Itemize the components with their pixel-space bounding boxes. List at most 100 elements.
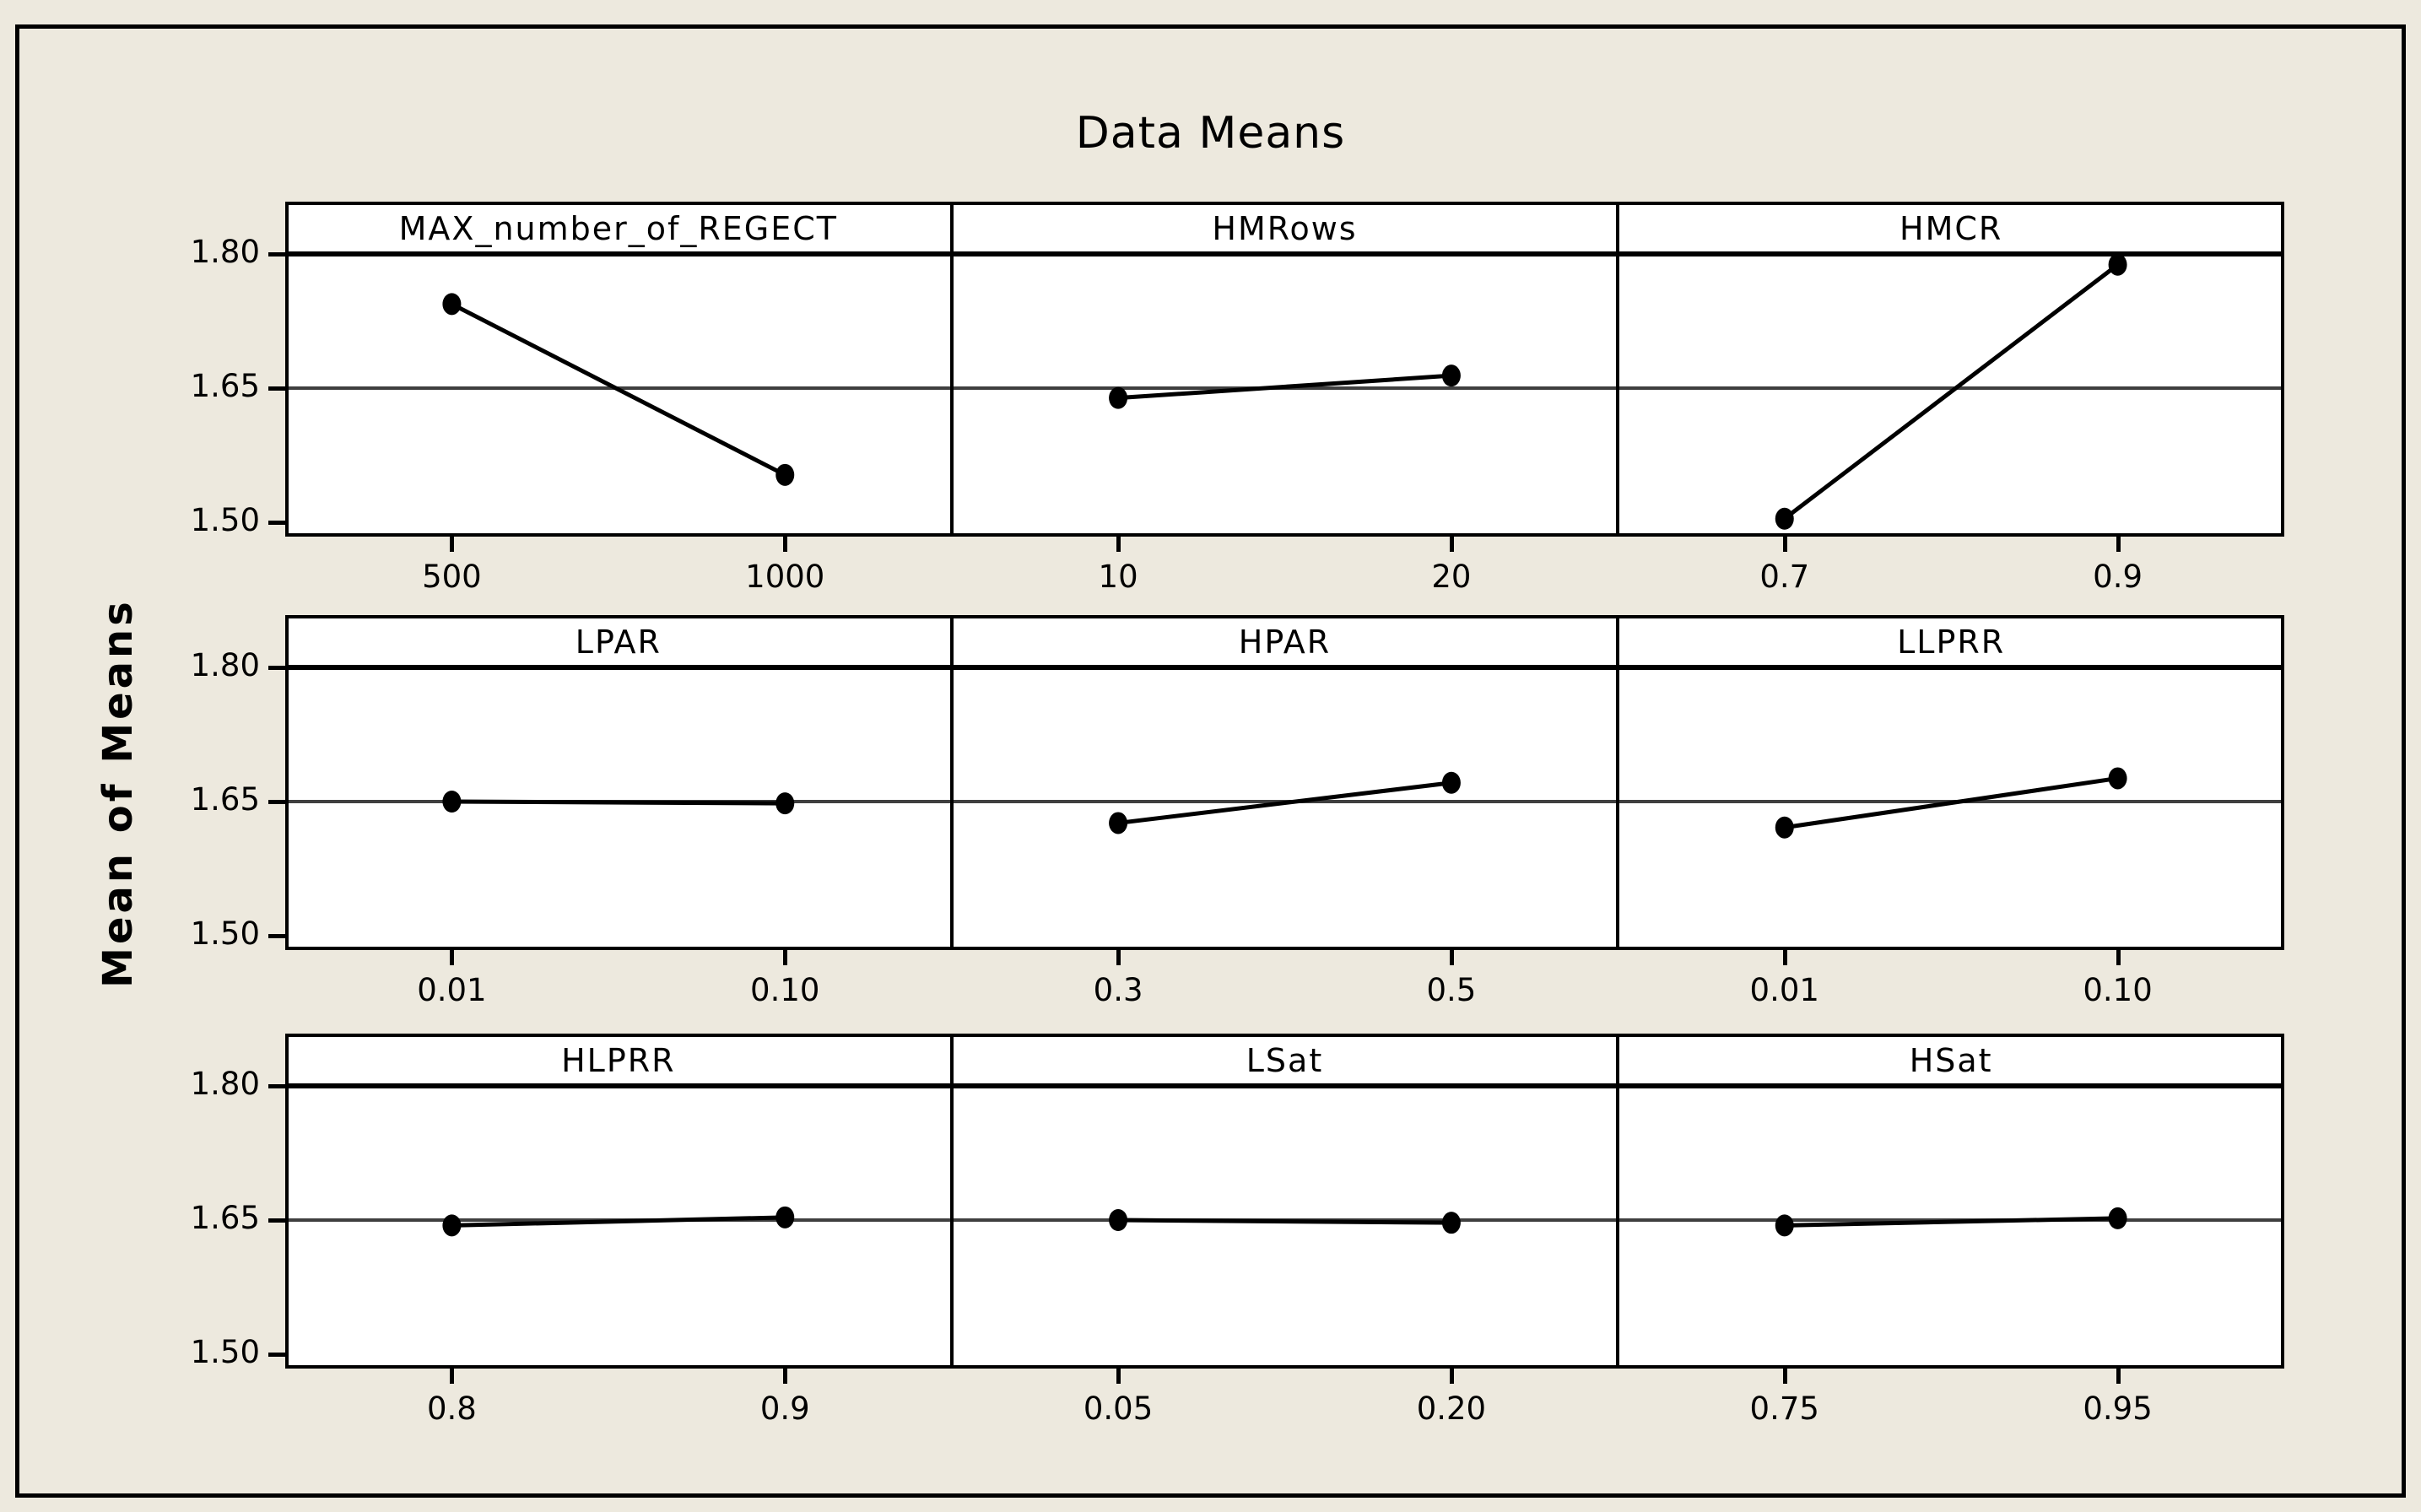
x-tick-label: 0.7 [1759, 559, 1810, 595]
y-tick-mark [268, 521, 285, 525]
mean-point-LSat-0.05 [1109, 1209, 1128, 1231]
x-tick-label: 0.3 [1093, 972, 1143, 1008]
y-tick-mark [268, 666, 285, 670]
y-tick-mark [268, 1218, 285, 1223]
mean-point-HPAR-0.3 [1109, 812, 1128, 834]
mean-line-LSat [1118, 1218, 1451, 1225]
x-tick-label: 500 [422, 559, 482, 595]
x-tick-mark [1782, 537, 1787, 552]
x-tick-mark [2116, 1369, 2121, 1384]
x-tick-label: 0.20 [1416, 1390, 1487, 1427]
x-tick-mark [1449, 537, 1454, 552]
mean-point-MAX_number_of_REGECT-1000 [775, 463, 795, 486]
y-tick-mark [268, 800, 285, 804]
x-tick-label: 0.10 [750, 972, 820, 1008]
x-tick-mark [1449, 950, 1454, 965]
y-tick-label: 1.50 [190, 915, 260, 952]
panel-divider [1616, 615, 1620, 950]
x-tick-mark [450, 950, 455, 965]
mean-line-HPAR [1117, 780, 1452, 825]
panel-header-LPAR: LPAR [575, 624, 662, 661]
mean-point-HLPRR-0.8 [442, 1214, 462, 1237]
panel-divider [949, 615, 954, 950]
mean-point-HMCR-0.9 [2108, 253, 2127, 276]
figure-border [15, 24, 2406, 1498]
y-tick-mark [268, 934, 285, 938]
x-tick-label: 20 [1431, 559, 1472, 595]
y-tick-label: 1.65 [190, 781, 260, 818]
mean-point-HMCR-0.7 [1775, 507, 1794, 530]
mean-point-HMRows-10 [1109, 386, 1128, 409]
y-tick-label: 1.80 [190, 647, 260, 683]
y-tick-label: 1.50 [190, 502, 260, 538]
x-tick-label: 0.75 [1749, 1390, 1819, 1427]
panel-header-HLPRR: HLPRR [561, 1042, 676, 1079]
mean-point-LPAR-0.10 [775, 792, 795, 815]
series-layer-row-3 [442, 1206, 2127, 1237]
mean-line-HSat [1784, 1216, 2118, 1228]
mean-line-HMRows [1117, 373, 1452, 401]
x-tick-label: 0.01 [1749, 972, 1819, 1008]
mean-point-LPAR-0.01 [442, 791, 462, 813]
x-tick-mark [450, 537, 455, 552]
x-tick-mark [783, 537, 788, 552]
panel-header-HSat: HSat [1909, 1042, 1993, 1079]
x-tick-mark [1782, 950, 1787, 965]
panel-divider [949, 202, 954, 537]
x-tick-label: 0.9 [2093, 559, 2143, 595]
mean-line-LPAR [451, 799, 786, 806]
header-separator-line [285, 251, 2284, 256]
x-tick-mark [1116, 950, 1121, 965]
x-tick-label: 0.05 [1083, 1390, 1154, 1427]
y-tick-label: 1.80 [190, 234, 260, 270]
x-tick-mark [450, 1369, 455, 1384]
series-layer-row-1 [442, 253, 2127, 530]
mean-point-LSat-0.20 [1441, 1212, 1461, 1234]
x-tick-mark [783, 1369, 788, 1384]
panel-header-MAX_number_of_REGECT: MAX_number_of_REGECT [398, 210, 839, 247]
mean-line-MAX_number_of_REGECT [451, 302, 786, 478]
x-tick-mark [1449, 1369, 1454, 1384]
panel-header-HPAR: HPAR [1238, 624, 1332, 661]
mean-point-HPAR-0.5 [1441, 771, 1461, 794]
panel-divider [1616, 1034, 1620, 1369]
mean-point-HSat-0.75 [1775, 1214, 1794, 1237]
mean-line-HLPRR [451, 1215, 786, 1228]
x-tick-mark [2116, 950, 2121, 965]
y-tick-label: 1.65 [190, 368, 260, 404]
panel-row-frame [285, 202, 2284, 537]
header-separator-line [285, 1083, 2284, 1088]
x-tick-label: 1000 [745, 559, 825, 595]
panel-header-LSat: LSat [1246, 1042, 1324, 1079]
panel-row-frame [285, 615, 2284, 950]
panel-header-HMCR: HMCR [1900, 210, 2003, 247]
y-tick-mark [268, 386, 285, 391]
x-tick-label: 0.8 [426, 1390, 477, 1427]
y-axis-label: Mean of Means [95, 598, 142, 988]
x-tick-label: 0.01 [417, 972, 487, 1008]
mean-point-HLPRR-0.9 [775, 1206, 795, 1228]
x-tick-mark [1116, 1369, 1121, 1384]
mean-point-LLPRR-0.01 [1775, 816, 1794, 839]
panel-header-LLPRR: LLPRR [1897, 624, 2006, 661]
panel-row-frame [285, 1034, 2284, 1369]
header-separator-line [285, 665, 2284, 670]
x-tick-label: 0.5 [1426, 972, 1477, 1008]
mean-point-HSat-0.95 [2108, 1207, 2127, 1229]
y-tick-label: 1.80 [190, 1066, 260, 1102]
x-tick-mark [783, 950, 788, 965]
x-tick-label: 0.10 [2083, 972, 2153, 1008]
panel-divider [1616, 202, 1620, 537]
x-tick-label: 0.9 [759, 1390, 810, 1427]
series-layer-row-2 [442, 767, 2127, 839]
mean-line-LLPRR [1784, 775, 2118, 830]
y-tick-mark [268, 1353, 285, 1357]
y-tick-mark [268, 1084, 285, 1088]
x-tick-mark [1782, 1369, 1787, 1384]
x-tick-label: 0.95 [2083, 1390, 2153, 1427]
chart-title: Data Means [1075, 108, 1346, 159]
x-tick-label: 10 [1098, 559, 1138, 595]
panel-header-HMRows: HMRows [1212, 210, 1358, 247]
x-tick-mark [1116, 537, 1121, 552]
